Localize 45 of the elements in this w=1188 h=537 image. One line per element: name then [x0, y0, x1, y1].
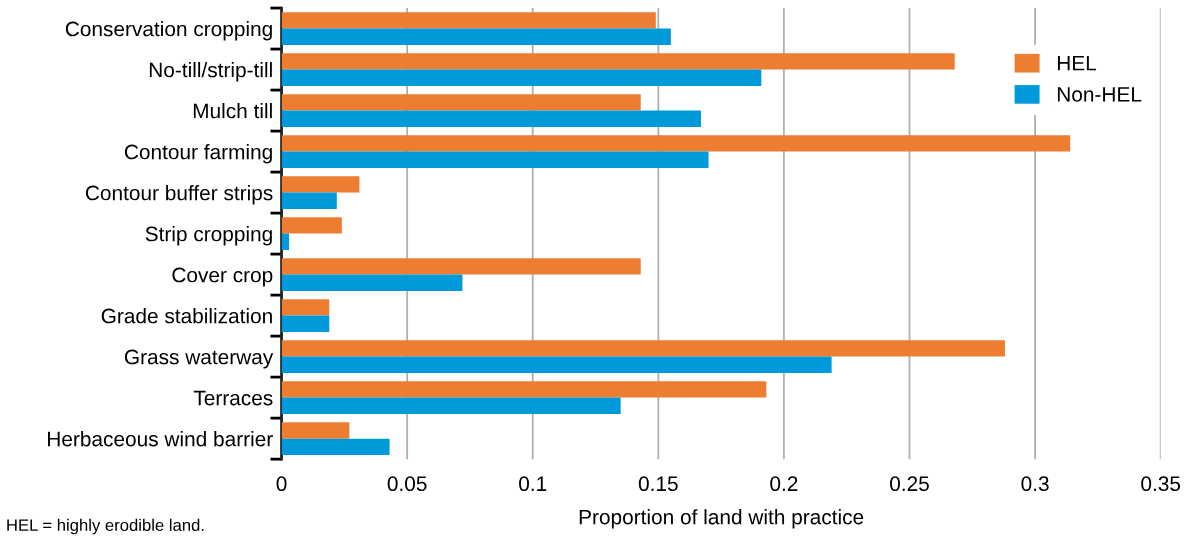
x-tick-label: 0.25: [890, 476, 929, 492]
bar: [281, 299, 330, 316]
bar: [281, 28, 671, 45]
x-axis-title: Proportion of land with practice: [579, 509, 864, 529]
bar: [281, 94, 641, 111]
x-tick-label: 0.1: [519, 476, 547, 492]
bar: [281, 258, 641, 275]
bar: [281, 217, 342, 234]
bar: [281, 151, 709, 168]
x-tick-label: 0.3: [1021, 476, 1049, 492]
bar: [281, 340, 1005, 357]
x-tick-label: 0.35: [1141, 476, 1181, 492]
bar: [281, 110, 702, 127]
y-tick-label: Mulch till: [193, 103, 272, 119]
bar: [281, 274, 463, 292]
x-tick-label: 0: [276, 476, 287, 492]
y-tick-label: Terraces: [193, 390, 273, 406]
y-tick-label: Grade stabilization: [101, 308, 272, 324]
bar: [281, 176, 360, 193]
y-tick-label: Strip cropping: [145, 226, 272, 246]
bar: [281, 135, 1071, 152]
x-tick-label: 0.15: [638, 476, 678, 492]
bar: [281, 53, 955, 70]
y-tick-label: Conservation cropping: [65, 21, 272, 41]
bar: [281, 356, 832, 374]
bar: [281, 12, 656, 29]
y-tick-label: No-till/strip-till: [149, 62, 272, 82]
bar: [281, 397, 621, 415]
legend-label: Non-HEL: [1057, 87, 1142, 102]
x-tick-label: 0.2: [770, 476, 798, 492]
bar: [281, 233, 290, 250]
bar: [281, 315, 330, 333]
text: HEL = highly erodible land.: [7, 518, 204, 535]
legend-label: HEL: [1057, 56, 1097, 71]
y-tick-label: Cover crop: [172, 267, 273, 287]
bar: [281, 69, 762, 86]
bar: [281, 192, 337, 209]
bar: [281, 381, 767, 398]
x-tick-label: 0.05: [387, 476, 427, 492]
bar: [281, 422, 350, 439]
y-tick-label: Contour farming: [124, 144, 272, 164]
y-tick-label: Grass waterway: [124, 349, 274, 369]
y-tick-label: Herbaceous wind barrier: [47, 431, 273, 447]
bar: [281, 438, 390, 456]
y-tick-label: Contour buffer strips: [85, 185, 273, 205]
